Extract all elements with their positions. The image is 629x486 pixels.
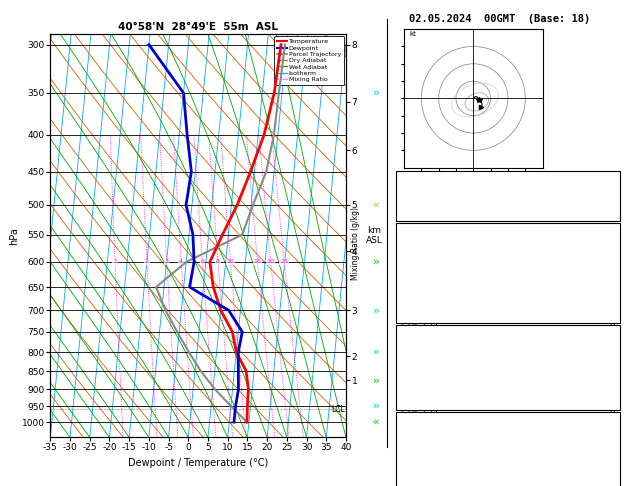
Text: 20°: 20° (598, 464, 615, 473)
Text: Hodograph: Hodograph (484, 417, 532, 427)
Text: EH: EH (401, 434, 412, 443)
Text: »: » (373, 88, 379, 98)
Text: Surface: Surface (489, 229, 526, 238)
Text: 310: 310 (598, 275, 615, 284)
Text: 6: 6 (201, 260, 204, 264)
Text: K: K (401, 177, 407, 186)
Text: 0: 0 (609, 392, 615, 401)
Text: «: « (373, 200, 379, 210)
Text: 2: 2 (145, 260, 149, 264)
Text: θₑ(K): θₑ(K) (401, 275, 428, 284)
Text: LCL: LCL (331, 405, 345, 414)
Title: 40°58'N  28°49'E  55m  ASL: 40°58'N 28°49'E 55m ASL (118, 22, 278, 32)
Text: θₑ (K): θₑ (K) (401, 362, 433, 371)
Text: 5: 5 (609, 479, 615, 486)
Text: Pressure (mb): Pressure (mb) (401, 347, 471, 356)
Text: kt: kt (409, 31, 416, 37)
Text: CAPE (J): CAPE (J) (401, 392, 444, 401)
Text: © weatheronline.co.uk: © weatheronline.co.uk (460, 472, 557, 481)
Text: 11.2: 11.2 (593, 260, 615, 269)
Text: StmDir: StmDir (401, 464, 433, 473)
Text: StmSpd (kt): StmSpd (kt) (401, 479, 460, 486)
Text: Totals Totals: Totals Totals (401, 192, 471, 201)
Text: SREH: SREH (401, 449, 423, 458)
Text: 3: 3 (165, 260, 169, 264)
Text: »: » (373, 401, 379, 411)
Text: 02.05.2024  00GMT  (Base: 18): 02.05.2024 00GMT (Base: 18) (409, 14, 591, 24)
Text: 4: 4 (179, 260, 183, 264)
Text: »: » (373, 305, 379, 315)
Y-axis label: hPa: hPa (9, 227, 19, 244)
Text: »: » (373, 375, 379, 385)
Text: 8: 8 (609, 290, 615, 299)
Text: 10: 10 (226, 260, 234, 264)
Text: 0: 0 (609, 320, 615, 330)
Text: 0: 0 (609, 407, 615, 416)
Text: «: « (373, 417, 379, 427)
Text: 38: 38 (604, 192, 615, 201)
Text: 19: 19 (604, 177, 615, 186)
Text: Most Unstable: Most Unstable (473, 330, 543, 340)
Text: 14.5: 14.5 (593, 245, 615, 254)
Text: 750: 750 (598, 347, 615, 356)
Text: Mixing Ratio (g/kg): Mixing Ratio (g/kg) (351, 207, 360, 279)
Text: 20: 20 (267, 260, 274, 264)
Text: 1: 1 (113, 260, 117, 264)
Text: CIN (J): CIN (J) (401, 407, 439, 416)
Text: -56: -56 (598, 434, 615, 443)
Text: 16: 16 (253, 260, 261, 264)
Text: 3: 3 (609, 377, 615, 386)
Text: 25: 25 (280, 260, 288, 264)
Text: CAPE (J): CAPE (J) (401, 305, 444, 314)
Text: Dewp (°C): Dewp (°C) (401, 260, 450, 269)
Text: »: » (373, 257, 379, 267)
Text: »: » (373, 347, 379, 357)
Y-axis label: km
ASL: km ASL (365, 226, 382, 245)
Text: CIN (J): CIN (J) (401, 320, 439, 330)
Text: 2.24: 2.24 (593, 207, 615, 216)
Legend: Temperature, Dewpoint, Parcel Trajectory, Dry Adiabat, Wet Adiabat, Isotherm, Mi: Temperature, Dewpoint, Parcel Trajectory… (274, 36, 344, 86)
Text: Lifted Index: Lifted Index (401, 290, 466, 299)
X-axis label: Dewpoint / Temperature (°C): Dewpoint / Temperature (°C) (128, 457, 268, 468)
Text: -32: -32 (598, 449, 615, 458)
Text: Lifted Index: Lifted Index (401, 377, 466, 386)
Text: 8: 8 (216, 260, 220, 264)
Text: Temp (°C): Temp (°C) (401, 245, 450, 254)
Text: PW (cm): PW (cm) (401, 207, 439, 216)
Text: 317: 317 (598, 362, 615, 371)
Text: 11: 11 (604, 305, 615, 314)
